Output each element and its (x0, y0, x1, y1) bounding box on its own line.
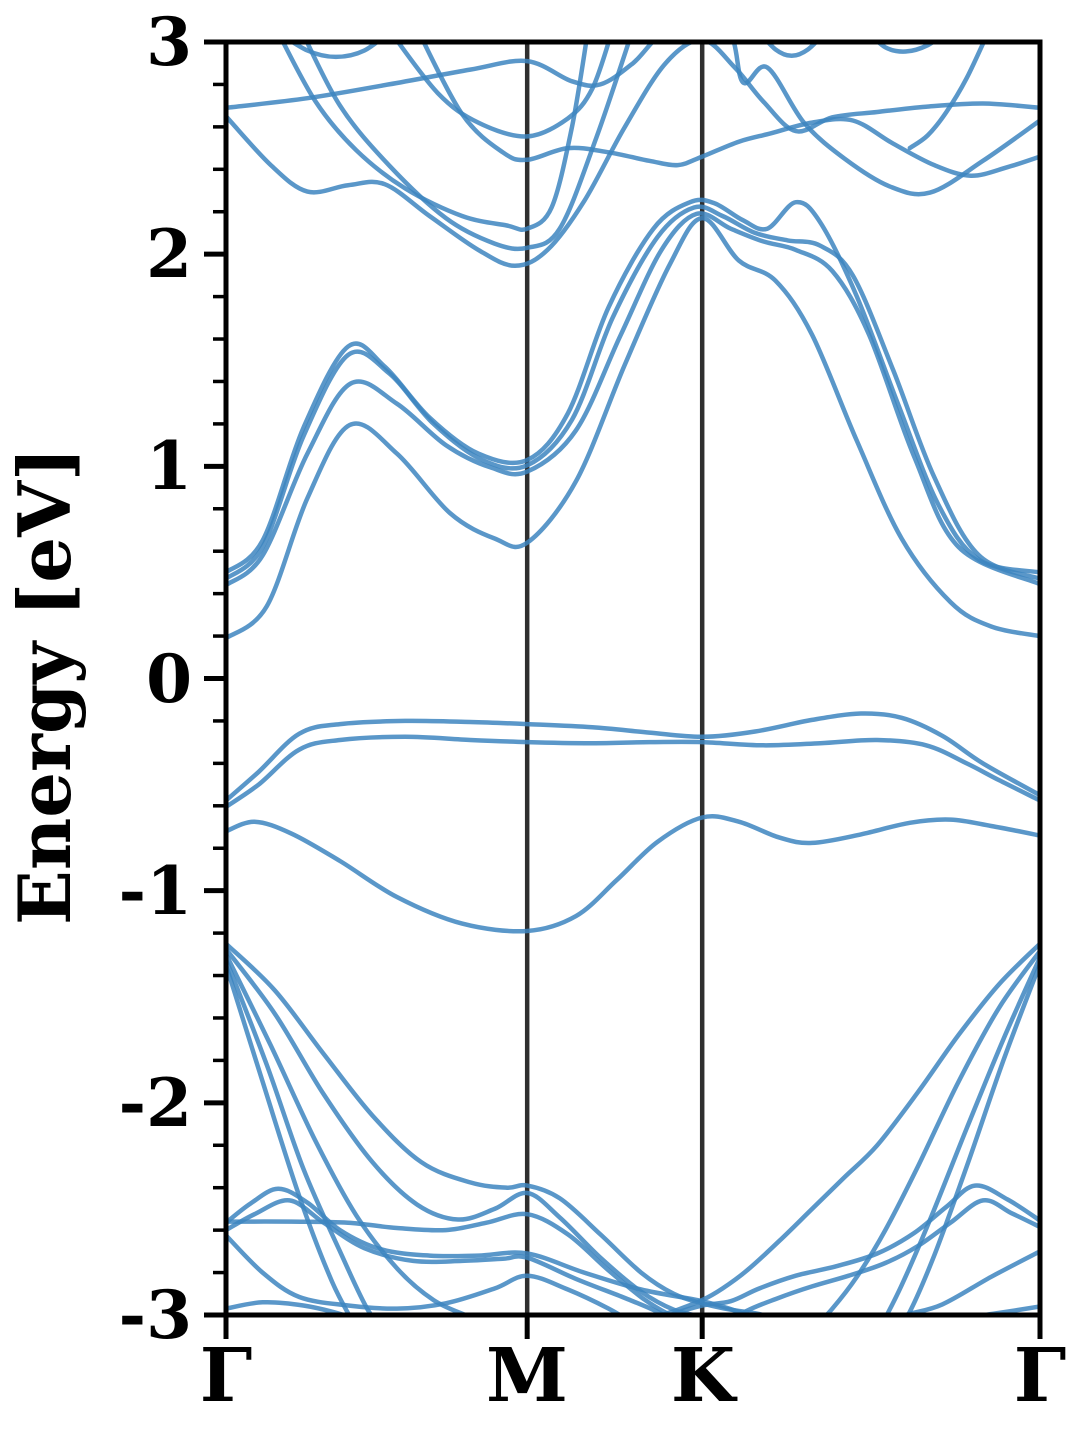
band-v7 (823, 948, 1040, 1315)
plot-frame (223, 39, 1043, 1318)
band-d1 (395, 42, 612, 139)
band-w4 (226, 1233, 625, 1315)
band-w6 (734, 1198, 1040, 1315)
band-cb4 (226, 215, 1040, 641)
band-v8 (884, 955, 1040, 1315)
band-cb3 (226, 211, 1040, 588)
band-cb1 (226, 197, 1040, 575)
y-tick-label-1: 1 (146, 427, 192, 505)
band-f2 (226, 734, 1040, 810)
band-f1 (226, 711, 1040, 803)
band-w3 (226, 1198, 669, 1315)
x-tick-label-k: K (670, 1333, 736, 1419)
x-tick-label-gamma-left: Γ (199, 1333, 253, 1419)
y-tick-label-0: 0 (146, 640, 192, 718)
band-v9 (905, 961, 1040, 1315)
band-cb2 (226, 204, 1040, 582)
band-f3 (226, 814, 1040, 934)
band-w7 (898, 1249, 1040, 1315)
band-c1 (280, 42, 589, 233)
band-w1 (226, 1211, 675, 1315)
band-u2 (226, 42, 1040, 269)
y-tick-label-3: 3 (146, 3, 192, 81)
y-tick-label-m2: -2 (118, 1064, 192, 1142)
band-v2 (226, 946, 704, 1315)
band-lines (226, 42, 1040, 1315)
band-c2 (304, 42, 632, 252)
band-r3 (907, 42, 987, 151)
x-tick-label-m: M (486, 1333, 568, 1419)
band-w2 (226, 1186, 753, 1315)
band-v6 (654, 941, 1040, 1315)
band-l1 (288, 42, 381, 60)
band-d2 (421, 42, 1040, 178)
band-v4 (226, 957, 375, 1315)
band-w9 (226, 1299, 351, 1315)
y-tick-label-m1: -1 (118, 852, 192, 930)
band-w5 (664, 1183, 1040, 1315)
x-tick-label-gamma-right: Γ (1013, 1333, 1067, 1419)
y-tick-label-m3: -3 (118, 1276, 192, 1354)
band-u1 (226, 42, 1040, 197)
y-tick-label-2: 2 (146, 215, 192, 293)
band-w8 (969, 1304, 1040, 1315)
band-v5 (226, 962, 352, 1315)
